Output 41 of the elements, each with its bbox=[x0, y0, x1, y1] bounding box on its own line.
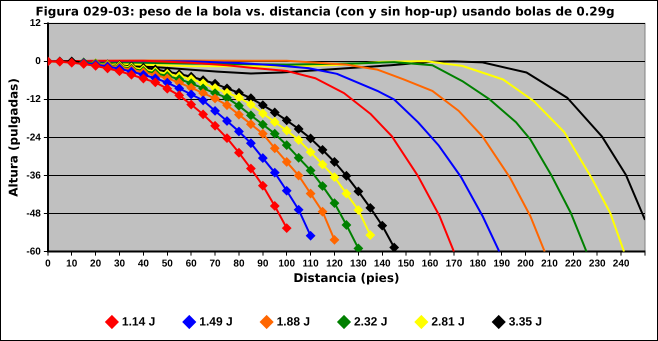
y-axis-title: Altura (pulgadas) bbox=[6, 78, 20, 197]
y-tick-label: 0 bbox=[35, 56, 42, 68]
x-tick-label: 60 bbox=[186, 258, 198, 270]
x-tick-label: 90 bbox=[257, 258, 269, 270]
x-tick-label: 140 bbox=[374, 258, 392, 270]
y-tick-label: -36 bbox=[26, 170, 42, 182]
x-tick-label: 70 bbox=[209, 258, 222, 270]
x-tick-label: 50 bbox=[162, 258, 174, 270]
x-tick-label: 230 bbox=[588, 258, 606, 270]
x-tick-label: 40 bbox=[138, 258, 150, 270]
x-tick-label: 240 bbox=[612, 258, 630, 270]
chart-title: Figura 029-03: peso de la bola vs. distancia (con y sin hop-up) usando bolas de 0.29g bbox=[35, 4, 615, 18]
x-tick-label: 110 bbox=[302, 258, 320, 270]
x-tick-label: 80 bbox=[233, 258, 245, 270]
y-tick-label: -60 bbox=[26, 246, 42, 258]
y-tick-label: 12 bbox=[30, 18, 42, 30]
x-tick-label: 150 bbox=[398, 258, 415, 270]
x-tick-label: 160 bbox=[422, 258, 439, 270]
x-tick-label: 170 bbox=[446, 258, 463, 270]
x-tick-label: 180 bbox=[469, 258, 487, 270]
y-tick-label: -12 bbox=[26, 94, 42, 106]
x-tick-label: 30 bbox=[114, 258, 126, 270]
x-tick-label: 130 bbox=[350, 258, 368, 270]
x-tick-label: 200 bbox=[517, 258, 534, 270]
x-tick-label: 190 bbox=[493, 258, 510, 270]
x-tick-label: 220 bbox=[565, 258, 582, 270]
x-tick-label: 20 bbox=[90, 258, 102, 270]
y-tick-label: -48 bbox=[26, 208, 42, 220]
legend-label: 2.81 J bbox=[431, 314, 465, 328]
x-tick-label: 10 bbox=[66, 258, 78, 270]
y-tick-label: -24 bbox=[26, 132, 42, 144]
x-tick-label: 210 bbox=[541, 258, 558, 270]
legend-label: 1.14 J bbox=[122, 314, 156, 328]
legend-label: 1.49 J bbox=[199, 314, 233, 328]
legend-label: 2.32 J bbox=[354, 314, 388, 328]
legend-label: 3.35 J bbox=[508, 314, 542, 328]
x-tick-label: 120 bbox=[326, 258, 344, 270]
x-tick-label: 0 bbox=[45, 258, 52, 270]
x-axis-title: Distancia (pies) bbox=[293, 270, 400, 285]
legend-label: 1.88 J bbox=[276, 314, 310, 328]
x-tick-label: 100 bbox=[278, 258, 296, 270]
